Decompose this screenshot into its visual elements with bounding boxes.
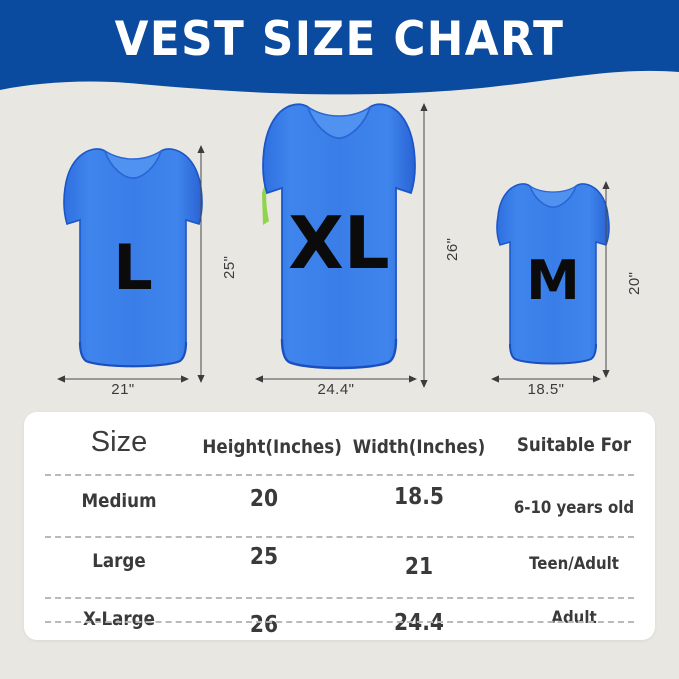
cell-height: 26 xyxy=(249,612,279,638)
vest-label-large: L xyxy=(113,231,153,304)
vest-label-xlarge: XL xyxy=(288,201,390,285)
cell-width: 18.5 xyxy=(394,484,444,510)
cell-suitable: Teen/Adult xyxy=(529,554,619,574)
cell-suitable: 6-10 years old xyxy=(513,498,635,518)
dimension-height-label-medium: 20" xyxy=(626,271,643,295)
banner-wave-shape xyxy=(0,0,679,95)
cell-size: X-Large xyxy=(83,608,155,630)
vest-illustrations: L 25" 21" xyxy=(0,85,679,405)
column-header-size: Size xyxy=(90,426,148,458)
dimension-width-medium: 18.5" xyxy=(491,372,601,402)
table-divider xyxy=(45,621,634,623)
size-table-card: Size Height(Inches) Width(Inches) Suitab… xyxy=(24,412,655,640)
dimension-width-label-medium: 18.5" xyxy=(527,381,565,398)
table-divider xyxy=(45,474,634,476)
vest-illustration-large xyxy=(63,148,203,368)
dimension-arrow-horizontal xyxy=(491,375,601,383)
dimension-height-label-large: 25" xyxy=(221,255,238,279)
cell-height: 20 xyxy=(249,486,279,512)
table-divider xyxy=(45,597,634,599)
dimension-width-large: 21" xyxy=(57,372,189,402)
dimension-height-label-xlarge: 26" xyxy=(444,237,461,261)
dimension-width-label-large: 21" xyxy=(111,381,135,398)
column-header-width: Width(Inches) xyxy=(352,436,486,458)
page-title: VEST SIZE CHART xyxy=(114,12,565,67)
cell-size: Large xyxy=(92,550,146,572)
dimension-arrow-vertical xyxy=(197,145,205,383)
table-row: Large 25 21 Teen/Adult xyxy=(24,544,655,592)
vest-group-medium: M xyxy=(492,178,614,373)
table-row: Medium 20 18.5 6-10 years old xyxy=(24,484,655,530)
cell-height: 25 xyxy=(249,544,279,570)
table-divider xyxy=(45,536,634,538)
vest-label-medium: M xyxy=(526,249,580,312)
vest-illustration-xlarge xyxy=(262,103,416,370)
table-row: X-Large 26 24.4 Adult xyxy=(24,604,655,650)
cell-width: 24.4 xyxy=(394,610,444,636)
vest-group-xlarge: XL xyxy=(258,97,420,382)
cell-width: 21 xyxy=(404,554,434,580)
table-header-row: Size Height(Inches) Width(Inches) Suitab… xyxy=(24,426,655,470)
dimension-height-medium: 20" xyxy=(600,181,643,378)
column-header-height: Height(Inches) xyxy=(202,436,342,458)
cell-suitable: Adult xyxy=(551,608,597,628)
dimension-width-label-xlarge: 24.4" xyxy=(317,381,355,398)
vest-illustration-medium xyxy=(496,183,610,365)
cell-size: Medium xyxy=(81,490,157,512)
vest-group-large: L xyxy=(58,142,208,377)
dimension-arrow-horizontal xyxy=(255,375,417,383)
header-banner: VEST SIZE CHART xyxy=(0,0,679,115)
dimension-height-large: 25" xyxy=(195,145,238,383)
dimension-height-xlarge: 26" xyxy=(418,103,461,388)
green-vest-sliver xyxy=(262,175,269,225)
dimension-arrow-horizontal xyxy=(57,375,189,383)
column-header-suitable-for: Suitable For xyxy=(516,434,632,456)
dimension-width-xlarge: 24.4" xyxy=(255,372,417,402)
dimension-arrow-vertical xyxy=(420,103,428,388)
dimension-arrow-vertical xyxy=(602,181,610,378)
